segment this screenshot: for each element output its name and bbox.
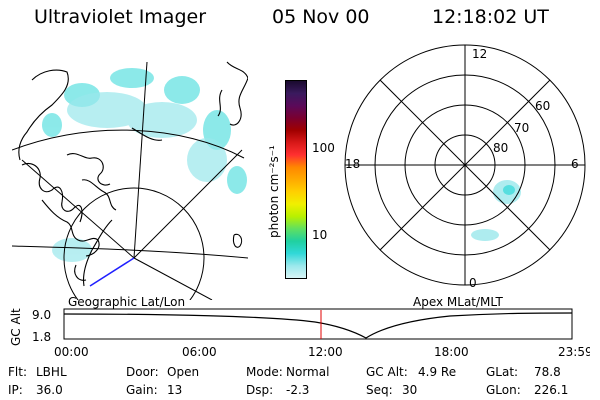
altitude-tick-1-8: 1.8 — [32, 330, 51, 344]
instrument-title: Ultraviolet Imager — [34, 6, 207, 28]
polar-plot: 12 0 18 6 60 70 80 — [344, 44, 586, 290]
flt-value: LBHL — [36, 365, 67, 379]
sun-direction-line — [89, 257, 135, 287]
x-tick-1200: 12:00 — [308, 345, 343, 359]
date-label: 05 Nov 00 — [272, 6, 370, 28]
x-tick-1800: 18:00 — [434, 345, 469, 359]
left-panel-caption: Geographic Lat/Lon — [68, 295, 186, 309]
coastlines — [18, 61, 248, 287]
mlat-label-70: 70 — [514, 121, 529, 135]
time-label: 12:18:02 UT — [432, 6, 549, 28]
gcalt-label: GC Alt: — [366, 365, 408, 379]
door-label: Door: — [126, 365, 159, 379]
ip-value: 36.0 — [36, 383, 63, 397]
mlt-label-18: 18 — [345, 157, 360, 171]
altitude-axis-label: GC Alt — [10, 308, 23, 346]
seq-value: 30 — [402, 383, 418, 397]
glat-value: 78.8 — [534, 365, 561, 379]
lat-lon-grid — [12, 61, 248, 300]
colorbar-unit-label: photon cm⁻²s⁻¹ — [267, 145, 281, 238]
glon-label: GLon: — [486, 383, 521, 397]
altitude-frame — [63, 308, 573, 340]
flt-label: Flt: — [8, 365, 27, 379]
mlt-label-12: 12 — [472, 47, 487, 61]
mode-label: Mode: — [246, 365, 283, 379]
colorbar-tick-100: 100 — [312, 141, 335, 155]
seq-label: Seq: — [366, 383, 393, 397]
x-tick-2359: 23:59 — [558, 345, 590, 359]
colorbar — [285, 80, 307, 279]
altitude-curve — [63, 312, 573, 339]
dsp-value: -2.3 — [286, 383, 310, 397]
x-tick-0600: 06:00 — [182, 345, 217, 359]
mlat-label-80: 80 — [493, 141, 508, 155]
svg-text:photon cm⁻²s⁻¹: photon cm⁻²s⁻¹ — [267, 145, 281, 238]
mlt-diagonal-2 — [379, 79, 551, 251]
altitude-tick-9: 9.0 — [32, 308, 51, 322]
gain-label: Gain: — [126, 383, 158, 397]
colorbar-tick-10: 10 — [312, 228, 328, 242]
gain-value: 13 — [167, 383, 183, 397]
mode-value: Normal — [286, 365, 330, 379]
right-panel-caption: Apex MLat/MLT — [413, 295, 503, 309]
glon-value: 226.1 — [534, 383, 569, 397]
mlt-label-6: 6 — [571, 157, 579, 171]
dsp-label: Dsp: — [246, 383, 274, 397]
mlat-label-60: 60 — [535, 99, 550, 113]
door-value: Open — [167, 365, 200, 379]
geographic-map — [12, 61, 248, 300]
x-tick-0000: 00:00 — [54, 345, 89, 359]
ip-label: IP: — [8, 383, 23, 397]
mlt-label-0: 0 — [469, 276, 477, 290]
glat-label: GLat: — [486, 365, 519, 379]
gcalt-value: 4.9 Re — [418, 365, 457, 379]
altitude-plot: GC Alt 9.0 1.8 00:00 06:00 12:00 18:00 2… — [10, 308, 590, 359]
